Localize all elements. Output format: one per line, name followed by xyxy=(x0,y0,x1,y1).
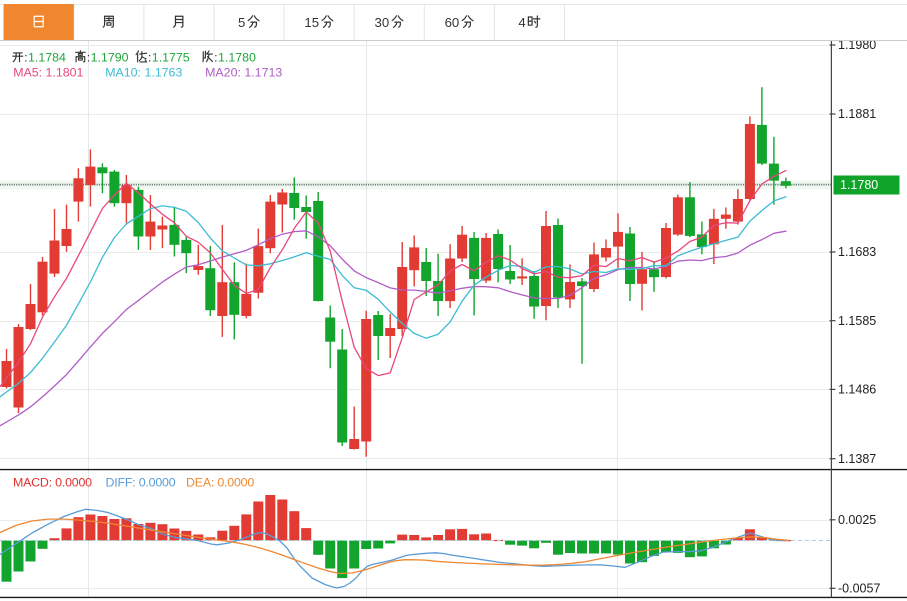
svg-text:-0.0057: -0.0057 xyxy=(838,582,880,596)
svg-text:MA10: 1.1763: MA10: 1.1763 xyxy=(105,66,182,80)
svg-text:60: 60 xyxy=(445,15,460,30)
svg-text:1.1790: 1.1790 xyxy=(91,51,129,65)
svg-text::: : xyxy=(214,51,217,65)
svg-text:1.1980: 1.1980 xyxy=(838,38,876,52)
svg-text:1.1780: 1.1780 xyxy=(218,51,256,65)
svg-text:5: 5 xyxy=(238,15,245,30)
svg-text:30: 30 xyxy=(375,15,390,30)
svg-text:DEA: 0.0000: DEA: 0.0000 xyxy=(186,475,254,489)
svg-text:1.1780: 1.1780 xyxy=(840,178,878,192)
svg-text:DIFF: 0.0000: DIFF: 0.0000 xyxy=(106,475,176,489)
svg-text::: : xyxy=(148,51,151,65)
svg-text::: : xyxy=(24,51,27,65)
svg-text:15: 15 xyxy=(304,15,319,30)
svg-text:4: 4 xyxy=(518,15,525,30)
svg-text:MA5: 1.1801: MA5: 1.1801 xyxy=(13,66,83,80)
svg-text:1.1775: 1.1775 xyxy=(152,51,190,65)
svg-text:MACD: 0.0000: MACD: 0.0000 xyxy=(13,475,92,489)
svg-text:1.1585: 1.1585 xyxy=(838,314,876,328)
svg-text:1.1387: 1.1387 xyxy=(838,452,876,466)
svg-text:1.1784: 1.1784 xyxy=(28,51,66,65)
svg-text:1.1486: 1.1486 xyxy=(838,383,876,397)
svg-text:MA20: 1.1713: MA20: 1.1713 xyxy=(205,66,282,80)
svg-text:0.0025: 0.0025 xyxy=(838,513,876,527)
svg-text:1.1683: 1.1683 xyxy=(838,245,876,259)
svg-text::: : xyxy=(87,51,90,65)
svg-text:1.1881: 1.1881 xyxy=(838,107,876,121)
